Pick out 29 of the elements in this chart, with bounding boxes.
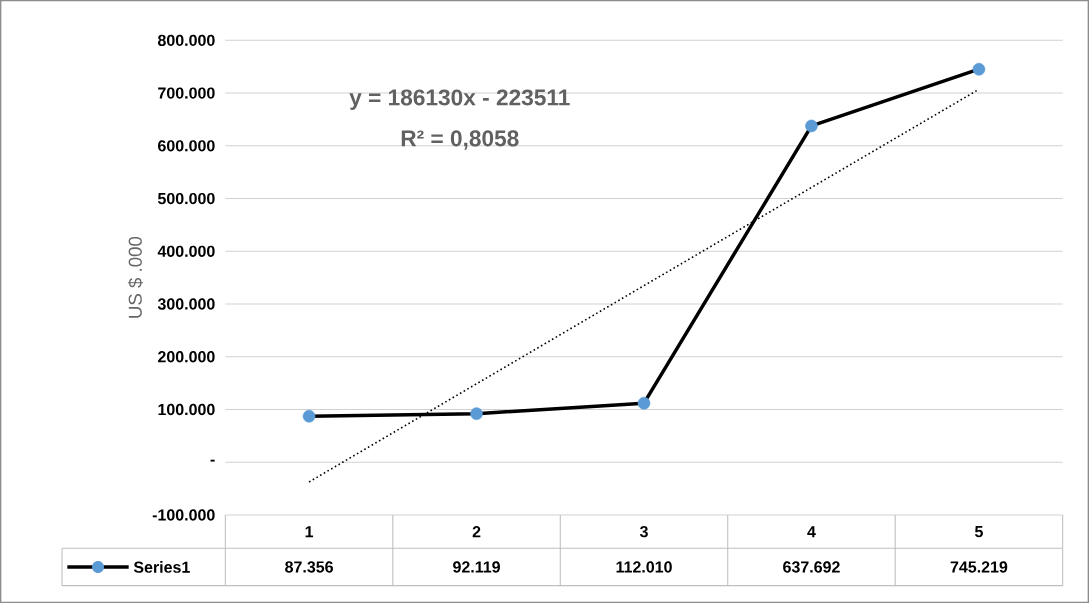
y-tick-label: 800.000 [157,34,215,46]
y-tick-label: 500.000 [157,192,215,205]
y-tick-label: 600.000 [158,140,215,152]
data-label: 637.692 [783,561,840,573]
y-tick-label: 100.000 [158,403,215,416]
legend-label: Series1 [133,561,190,573]
data-label: 112.010 [616,561,672,573]
annotation: R² = 0,8058 [401,130,519,150]
data-label: 87.356 [285,561,333,573]
y-tick-label: - [210,459,215,462]
y-tick-label: 700.000 [158,87,215,99]
x-tick-label: 3 [639,525,648,538]
y-tick-label: 400.000 [157,245,215,257]
point [972,62,986,76]
point [637,396,651,410]
point [805,119,818,133]
x-tick-label: 2 [472,526,481,538]
x-tick-label: 1 [305,526,314,538]
y-tick-label: 200.000 [158,351,215,363]
data-label: 745.219 [950,561,1008,573]
y-axis-title: US $ .000 [127,236,143,318]
y-tick-label: -100.000 [152,509,215,521]
data-label: 92.119 [453,561,500,573]
y-tick-label: 300.000 [157,298,215,310]
x-tick-label: 5 [974,526,983,538]
annotation: y = 186130x - 223511 [349,89,570,110]
point [470,407,483,420]
point [302,409,316,423]
x-tick-label: 4 [807,526,816,538]
